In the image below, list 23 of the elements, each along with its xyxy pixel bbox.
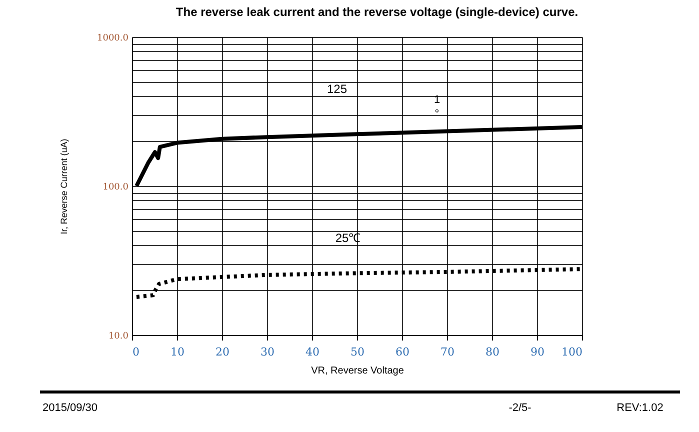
text: REV:1.02 <box>616 402 664 414</box>
x-axis-title: VR, Reverse Voltage <box>311 366 404 376</box>
x-tick-label: 10 <box>170 346 184 358</box>
text: 2015/09/30 <box>42 402 98 414</box>
x-tick-label: 80 <box>486 346 500 358</box>
annotation: 125 <box>326 82 348 96</box>
annotation: 1 <box>434 94 440 106</box>
x-tick-label: 90 <box>530 346 544 358</box>
x-tick-label: 60 <box>396 346 410 358</box>
y-tick-label: 10.0 <box>108 332 129 342</box>
x-tick-label: 20 <box>216 346 230 358</box>
x-tick-label: 0 <box>132 346 140 358</box>
text: -2/5- <box>508 402 532 414</box>
x-tick-label: 50 <box>350 346 364 358</box>
x-tick-label: 100 <box>562 346 582 358</box>
y-tick-label: 1000.0 <box>97 34 129 44</box>
x-tick-label: 70 <box>440 346 454 358</box>
y-tick-label: 100.0 <box>102 182 129 192</box>
x-tick-label: 40 <box>306 346 320 358</box>
annotation: ° <box>434 108 440 120</box>
y-axis-title: Ir, Reverse Current (uA) <box>59 138 70 234</box>
chart-title: The reverse leak current and the reverse voltage (single-device) curve. <box>176 5 578 19</box>
x-tick-label: 30 <box>260 346 274 358</box>
